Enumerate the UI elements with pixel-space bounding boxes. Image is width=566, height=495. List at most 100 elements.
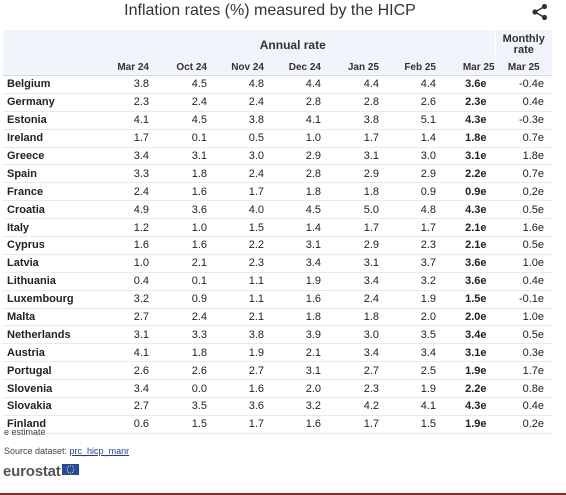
- country-label: Austria: [3, 343, 91, 363]
- data-cell: 3.8: [207, 325, 264, 345]
- data-cell: 0.7e: [494, 164, 553, 184]
- data-cell: 4.8: [379, 200, 436, 220]
- table-row: Malta 2.7 2.4 2.1 1.8 1.8 2.0 2.0e 1.0e: [3, 308, 553, 327]
- data-cell: 3.8: [91, 75, 149, 94]
- country-label: Finland: [3, 415, 91, 434]
- data-cell: 3.8: [321, 111, 379, 130]
- data-cell: 1.0: [91, 254, 149, 273]
- data-cell: 4.9: [91, 200, 149, 220]
- data-cell: 2.0: [264, 379, 321, 399]
- data-cell: 3.1: [264, 361, 321, 381]
- data-cell: 1.7: [321, 218, 379, 238]
- data-cell: 2.4: [321, 290, 379, 309]
- data-cell: 1.5: [379, 415, 436, 434]
- column-header-7: Mar 25: [494, 60, 553, 76]
- data-cell: 1.6e: [494, 218, 553, 238]
- data-cell: 4.3e: [436, 397, 496, 416]
- data-cell: 4.3e: [436, 111, 496, 130]
- header-corner: [3, 30, 91, 60]
- data-cell: 2.2e: [436, 164, 496, 184]
- country-label: Portugal: [3, 361, 91, 381]
- source-dataset-link[interactable]: prc_hicp_manr: [69, 446, 130, 456]
- table-row: Austria 4.1 1.8 1.9 2.1 3.4 3.4 3.1e 0.3e: [3, 343, 553, 363]
- data-cell: 1.7: [207, 415, 264, 434]
- table-row: Cyprus 1.6 1.6 2.2 3.1 2.9 2.3 2.1e 0.5e: [3, 236, 553, 255]
- country-label: Germany: [3, 93, 91, 112]
- data-cell: 1.7: [321, 415, 379, 434]
- data-cell: 3.1: [321, 254, 379, 273]
- data-cell: 3.1e: [436, 343, 496, 363]
- country-label: Italy: [3, 218, 91, 238]
- data-cell: 0.5e: [494, 325, 553, 345]
- data-cell: 3.5: [379, 325, 436, 345]
- data-cell: 1.0e: [494, 254, 553, 273]
- table-row: Lithuania 0.4 0.1 1.1 1.9 3.4 3.2 3.6e 0.4e: [3, 272, 553, 291]
- column-header-0: Mar 24: [91, 60, 149, 76]
- data-cell: 0.5e: [494, 200, 553, 220]
- monthly-rate-header: Monthly rate: [494, 30, 553, 60]
- data-cell: 2.7: [321, 361, 379, 381]
- data-cell: 4.8: [207, 75, 264, 94]
- data-cell: -0.4e: [494, 75, 553, 94]
- data-cell: 4.4: [264, 75, 321, 94]
- data-cell: 3.1: [321, 147, 379, 166]
- data-cell: 2.6: [379, 93, 436, 112]
- data-cell: 3.2: [264, 397, 321, 416]
- data-cell: 3.5: [149, 397, 207, 416]
- data-cell: -0.3e: [494, 111, 553, 130]
- data-cell: 1.1: [207, 290, 264, 309]
- country-label: Cyprus: [3, 236, 91, 255]
- data-cell: 1.8: [264, 308, 321, 327]
- table-row: Estonia 4.1 4.5 3.8 4.1 3.8 5.1 4.3e -0.3e: [3, 111, 553, 130]
- data-cell: 0.1: [149, 272, 207, 291]
- table-row: Ireland 1.7 0.1 0.5 1.0 1.7 1.4 1.8e 0.7e: [3, 129, 553, 148]
- data-cell: 3.6e: [436, 272, 496, 291]
- data-cell: 2.6: [91, 361, 149, 381]
- data-cell: 2.4: [207, 164, 264, 184]
- column-header-1: Oct 24: [149, 60, 207, 76]
- eurostat-logo: eurostat: [3, 463, 79, 481]
- header-row-groups: Annual rate Monthly rate: [3, 30, 553, 60]
- data-cell: 3.4: [264, 254, 321, 273]
- data-cell: 2.1: [149, 254, 207, 273]
- data-cell: 1.8: [149, 343, 207, 363]
- data-cell: 1.8: [264, 182, 321, 202]
- data-cell: 2.3e: [436, 93, 496, 112]
- data-cell: 2.4: [91, 182, 149, 202]
- table-row: Spain 3.3 1.8 2.4 2.8 2.9 2.9 2.2e 0.7e: [3, 164, 553, 184]
- country-label: Croatia: [3, 200, 91, 220]
- data-cell: 1.6: [264, 415, 321, 434]
- data-cell: 2.9: [379, 164, 436, 184]
- data-cell: 0.5: [207, 129, 264, 148]
- data-cell: 2.0e: [436, 308, 496, 327]
- country-label: Ireland: [3, 129, 91, 148]
- data-cell: 2.4: [149, 308, 207, 327]
- data-cell: 3.0: [207, 147, 264, 166]
- data-cell: 1.8: [321, 308, 379, 327]
- data-cell: 1.9: [207, 343, 264, 363]
- data-cell: 2.9: [321, 236, 379, 255]
- share-icon[interactable]: [531, 3, 549, 21]
- data-cell: 1.9: [264, 272, 321, 291]
- data-cell: 2.9: [321, 164, 379, 184]
- data-cell: 2.7: [207, 361, 264, 381]
- table-row: Netherlands 3.1 3.3 3.8 3.9 3.0 3.5 3.4e 0.5e: [3, 325, 553, 345]
- data-cell: 2.3: [321, 379, 379, 399]
- data-cell: 4.4: [379, 75, 436, 94]
- data-cell: 3.4: [321, 272, 379, 291]
- table-body: Belgium 3.8 4.5 4.8 4.4 4.4 4.4 3.6e -0.4e German…: [3, 75, 553, 434]
- data-cell: 0.0: [149, 379, 207, 399]
- data-cell: 4.4: [321, 75, 379, 94]
- table-row: Greece 3.4 3.1 3.0 2.9 3.1 3.0 3.1e 1.8e: [3, 147, 553, 166]
- data-cell: 0.3e: [494, 343, 553, 363]
- data-cell: 1.9e: [436, 361, 496, 381]
- data-cell: 3.1: [91, 325, 149, 345]
- header-country-blank: [3, 60, 91, 76]
- data-cell: 5.0: [321, 200, 379, 220]
- data-cell: 3.4: [379, 343, 436, 363]
- data-cell: 1.8e: [436, 129, 496, 148]
- annual-rate-header: Annual rate: [91, 30, 496, 60]
- data-cell: -0.1e: [494, 290, 553, 309]
- data-cell: 1.1: [207, 272, 264, 291]
- data-cell: 3.4: [321, 343, 379, 363]
